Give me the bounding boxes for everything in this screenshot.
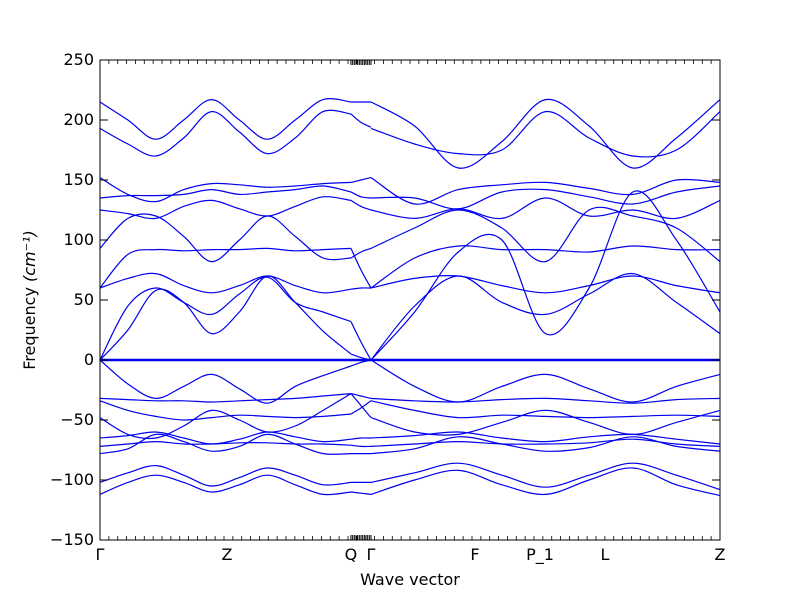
band-line-seg0-b1 <box>99 109 352 157</box>
plot-frame <box>99 59 721 541</box>
ytick-label-5: 100 <box>63 230 94 249</box>
band-line-seg2-b16 <box>370 436 721 455</box>
band-line-seg0-b16 <box>99 433 352 455</box>
band-line-seg0-b14 <box>99 431 352 445</box>
band-line-seg2-b3 <box>370 185 721 210</box>
band-line-seg1-b12 <box>350 400 372 415</box>
band-line-seg2-b2 <box>370 177 721 205</box>
xtick-label-0: Γ <box>96 545 105 564</box>
xtick-label-6: L <box>601 545 610 564</box>
band-line-seg1-b4 <box>350 199 372 211</box>
xtick-label-5: P_1 <box>526 545 554 565</box>
band-line-seg0-b17 <box>99 464 352 487</box>
band-line-seg1-b15 <box>350 444 372 448</box>
band-line-seg2-b9 <box>370 190 721 361</box>
band-line-seg0-b15 <box>99 440 352 447</box>
band-line-seg1-b14 <box>350 437 372 440</box>
band-line-seg2-b13 <box>370 409 721 436</box>
xtick-label-7: Z <box>715 545 726 564</box>
band-line-seg0-b12 <box>99 400 352 421</box>
band-line-seg1-b18 <box>350 491 372 495</box>
band-lines-group <box>99 98 721 497</box>
ytick-label-1: −100 <box>50 470 94 489</box>
band-line-seg2-b14 <box>370 431 721 445</box>
x-axis-label: Wave vector <box>360 570 460 589</box>
y-axis-label-text: Frequency <box>20 287 39 370</box>
band-line-seg2-b6 <box>370 274 721 294</box>
band-line-seg0-b0 <box>99 98 352 140</box>
band-line-seg0-b6 <box>99 272 352 294</box>
band-line-seg1-b5 <box>350 247 372 259</box>
ytick-label-7: 200 <box>63 110 94 129</box>
band-line-seg1-b6 <box>350 287 372 290</box>
y-axis-label: Frequency (cm⁻¹) <box>20 230 39 369</box>
band-line-seg0-b9 <box>99 275 352 361</box>
band-line-seg2-b17 <box>370 462 721 491</box>
band-line-seg0-b11 <box>99 393 352 403</box>
y-tick-labels: −150 −100 −50 0 50 100 150 200 250 <box>50 50 94 549</box>
band-line-seg2-b12 <box>370 400 721 419</box>
band-line-seg1-b7 <box>350 248 372 289</box>
band-line-seg1-b8 <box>350 321 372 361</box>
band-line-seg0-b4 <box>99 196 352 220</box>
band-line-seg0-b13 <box>99 393 352 440</box>
band-line-seg2-b1 <box>370 110 721 158</box>
y-axis-label-unit: (cm⁻¹) <box>20 230 39 282</box>
band-line-seg2-b10 <box>370 359 721 403</box>
xtick-label-4: F <box>470 545 479 564</box>
band-line-seg2-b8 <box>370 272 721 361</box>
band-line-seg1-b3 <box>350 191 372 199</box>
band-line-seg0-b8 <box>99 276 352 361</box>
band-line-seg1-b13 <box>350 393 372 418</box>
band-line-seg2-b4 <box>370 197 721 220</box>
band-line-seg2-b5 <box>370 206 721 263</box>
ytick-label-3: 0 <box>84 350 94 369</box>
ytick-label-0: −150 <box>50 530 94 549</box>
band-line-seg0-b7 <box>99 247 352 289</box>
xtick-label-3: Γ <box>367 545 376 564</box>
band-line-seg0-b18 <box>99 474 352 496</box>
xtick-label-2: Q <box>345 545 358 564</box>
band-line-seg2-b7 <box>370 245 721 289</box>
band-line-seg1-b11 <box>350 393 372 399</box>
xtick-label-1: Z <box>221 545 232 564</box>
band-line-seg2-b18 <box>370 467 721 497</box>
band-line-seg1-b1 <box>350 113 372 128</box>
x-tick-labels: Γ Z Q Γ F P_1 L Z <box>96 545 726 565</box>
ytick-label-4: 50 <box>74 290 94 309</box>
band-line-seg2-b15 <box>370 438 721 447</box>
ytick-label-6: 150 <box>63 170 94 189</box>
band-line-seg0-b5 <box>99 213 352 263</box>
ytick-label-8: 250 <box>63 50 94 69</box>
band-line-seg0-b2 <box>99 177 352 203</box>
band-line-seg2-b11 <box>370 397 721 404</box>
band-line-seg0-b10 <box>99 359 352 404</box>
band-line-seg0-b3 <box>99 185 352 199</box>
band-line-seg2-b0 <box>370 98 721 169</box>
band-line-seg1-b2 <box>350 177 372 183</box>
ytick-label-2: −50 <box>60 410 94 429</box>
